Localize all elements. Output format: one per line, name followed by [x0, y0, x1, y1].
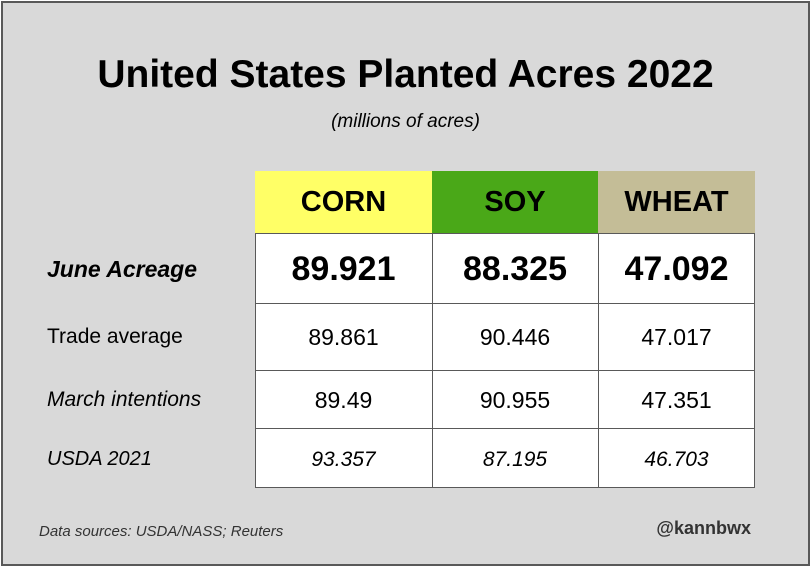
chart-subtitle: (millions of acres) [331, 111, 480, 132]
row-label-march-intentions: March intentions [47, 388, 202, 411]
cell-usda-2021-soy: 87.195 [482, 448, 548, 471]
cell-trade-average-corn: 89.861 [308, 324, 379, 350]
cell-usda-2021-wheat: 46.703 [644, 448, 709, 471]
cell-june-acreage-soy: 88.325 [463, 250, 567, 288]
column-divider [432, 234, 433, 487]
cell-march-intentions-soy: 90.955 [479, 387, 551, 413]
author-handle: @kannbwx [656, 518, 751, 538]
cell-trade-average-wheat: 47.017 [641, 324, 712, 350]
cell-june-acreage-wheat: 47.092 [624, 250, 729, 288]
data-source-note: Data sources: USDA/NASS; Reuters [39, 523, 284, 540]
cell-june-acreage-corn: 89.921 [291, 250, 396, 288]
column-divider [598, 234, 599, 487]
row-label-usda-2021: USDA 2021 [47, 448, 152, 470]
row-divider [256, 370, 754, 371]
cell-march-intentions-wheat: 47.351 [641, 387, 712, 413]
data-table [255, 233, 755, 488]
cell-march-intentions-corn: 89.49 [314, 387, 373, 413]
row-divider [256, 303, 754, 304]
cell-trade-average-soy: 90.446 [479, 324, 551, 350]
row-label-trade-average: Trade average [47, 325, 183, 348]
row-divider [256, 428, 754, 429]
cell-usda-2021-corn: 93.357 [311, 448, 376, 471]
chart-title: United States Planted Acres 2022 [97, 53, 714, 96]
column-header-soy: SOY [432, 171, 598, 233]
column-header-wheat: WHEAT [598, 171, 755, 233]
column-header-corn: CORN [255, 171, 432, 233]
row-label-june-acreage: June Acreage [47, 256, 197, 282]
